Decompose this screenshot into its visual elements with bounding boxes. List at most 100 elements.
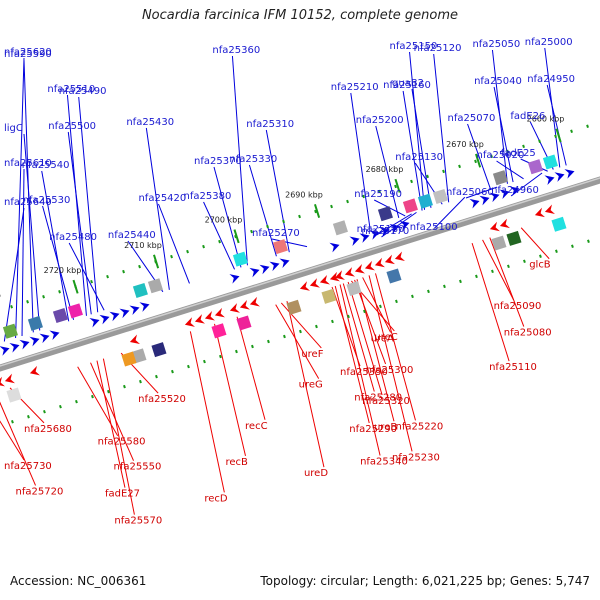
gene-label-nfa25610: nfa25610 bbox=[4, 158, 52, 169]
scale-dot-upper bbox=[458, 164, 461, 169]
genome-summary-text: Topology: circular; Length: 6,021,225 bp… bbox=[260, 574, 590, 588]
forward-gene-arrow bbox=[554, 172, 565, 182]
leader-line bbox=[68, 242, 105, 311]
gene-label-nfa25150: nfa25150 bbox=[390, 41, 438, 52]
leader-line bbox=[96, 360, 126, 488]
forward-feature-box bbox=[377, 206, 393, 222]
reverse-feature-box bbox=[346, 281, 362, 297]
gene-label-nfa25050: nfa25050 bbox=[472, 39, 520, 50]
scale-dot-lower bbox=[43, 409, 46, 414]
leader-line bbox=[248, 164, 277, 257]
scale-dot-upper bbox=[522, 144, 525, 149]
gene-labels: nfa25000nfa24950fadE26fadE25nfa24960nfa2… bbox=[4, 37, 575, 527]
forward-feature-box bbox=[527, 159, 543, 175]
leader-line bbox=[286, 301, 325, 468]
forward-gene-arrow bbox=[269, 261, 280, 272]
gene-label-nfa25380: nfa25380 bbox=[184, 191, 232, 202]
gene-label-nfa25320: nfa25320 bbox=[362, 396, 410, 407]
leader-line bbox=[102, 358, 135, 515]
gene-label-ligc: ligC bbox=[4, 123, 23, 134]
scale-dot-lower bbox=[203, 359, 206, 364]
reverse-feature-box bbox=[506, 230, 522, 246]
tick-label: 2700 kbp bbox=[205, 216, 243, 225]
scale-dot-lower bbox=[59, 404, 62, 409]
leader-line bbox=[496, 160, 524, 180]
scale-dot-lower bbox=[555, 249, 558, 254]
reverse-gene-arrow bbox=[194, 314, 205, 324]
leader-line bbox=[275, 304, 320, 379]
leader-line bbox=[546, 84, 567, 166]
leader-line bbox=[0, 420, 25, 461]
gene-label-guab2: guaB2 bbox=[392, 78, 424, 89]
leader-line bbox=[3, 207, 25, 342]
leader-line bbox=[203, 201, 236, 270]
leader-line bbox=[429, 196, 466, 234]
gene-label-nfa25000: nfa25000 bbox=[525, 37, 573, 48]
reverse-gene-arrow bbox=[354, 264, 365, 274]
reverse-gene-arrow bbox=[334, 270, 345, 280]
tick-mark bbox=[72, 279, 79, 294]
gene-label-nfa25540: nfa25540 bbox=[22, 160, 70, 171]
scale-dot-upper bbox=[410, 179, 413, 184]
reverse-gene-arrow bbox=[534, 207, 545, 218]
leader-line bbox=[214, 323, 246, 456]
scale-dot-lower bbox=[187, 364, 190, 369]
leader-line bbox=[356, 279, 395, 422]
gene-label-nfa25220: nfa25220 bbox=[395, 421, 443, 432]
scale-dot-upper bbox=[90, 279, 93, 284]
leader-line bbox=[231, 55, 248, 266]
forward-gene-arrow bbox=[29, 336, 40, 347]
scale-dot-upper bbox=[394, 184, 397, 189]
forward-gene-arrow bbox=[379, 227, 390, 237]
label-leader-lines bbox=[0, 47, 567, 515]
gene-label-ureb: ureB bbox=[374, 422, 397, 433]
leader-line bbox=[347, 281, 383, 396]
gene-label-nfa25480: nfa25480 bbox=[49, 232, 97, 243]
leader-line bbox=[402, 90, 423, 211]
scale-dot-upper bbox=[586, 124, 589, 129]
forward-feature-box bbox=[232, 251, 248, 267]
forward-feature-box bbox=[67, 303, 83, 319]
scale-dot-lower bbox=[491, 269, 494, 274]
gene-label-nfa25430: nfa25430 bbox=[126, 117, 174, 128]
gene-label-nfa25090: nfa25090 bbox=[494, 301, 542, 312]
scale-dot-lower bbox=[155, 374, 158, 379]
reverse-gene-arrow bbox=[309, 278, 320, 288]
reverse-gene-arrow bbox=[214, 307, 225, 318]
forward-gene-arrow bbox=[139, 302, 150, 312]
leader-line bbox=[334, 285, 370, 424]
leader-line bbox=[471, 242, 510, 362]
accession-text: Accession: NC_006361 bbox=[10, 574, 147, 588]
scale-dot-lower bbox=[283, 334, 286, 339]
forward-gene-arrow bbox=[399, 220, 410, 231]
scale-dot-upper bbox=[474, 159, 477, 164]
scale-dot-lower bbox=[363, 309, 366, 314]
gene-label-fade25: fadE25 bbox=[501, 148, 536, 159]
scale-dot-lower bbox=[539, 254, 542, 259]
forward-gene-arrow bbox=[0, 347, 1, 359]
scale-dot-lower bbox=[523, 259, 526, 264]
forward-gene-arrow bbox=[0, 346, 10, 356]
forward-gene-arrow bbox=[349, 236, 360, 247]
tick-label: 2690 kbp bbox=[285, 190, 323, 199]
leader-line bbox=[15, 57, 25, 338]
scale-dot-upper bbox=[554, 134, 557, 139]
forward-feature-box bbox=[132, 282, 148, 298]
leader-line bbox=[465, 186, 498, 199]
reverse-feature-box bbox=[6, 387, 22, 403]
forward-gene-arrow bbox=[109, 311, 120, 322]
forward-gene-arrow bbox=[129, 305, 140, 315]
reverse-feature-box bbox=[151, 342, 167, 358]
gene-label-nfa25570: nfa25570 bbox=[114, 516, 162, 527]
scale-ticks: 2660 kbp 2670 kbp 2680 kbp 2690 kbp 2700 kbp… bbox=[0, 115, 564, 301]
scale-dot-lower bbox=[91, 394, 94, 399]
forward-feature-box bbox=[542, 154, 558, 170]
reverse-gene-arrow bbox=[489, 221, 500, 232]
leader-line bbox=[236, 316, 266, 420]
reverse-feature-box bbox=[551, 216, 567, 232]
forward-gene-arrow bbox=[259, 264, 270, 275]
gene-label-nfa25060: nfa25060 bbox=[446, 187, 494, 198]
reverse-gene-arrow bbox=[544, 204, 555, 215]
reverse-gene-arrow bbox=[29, 365, 40, 376]
